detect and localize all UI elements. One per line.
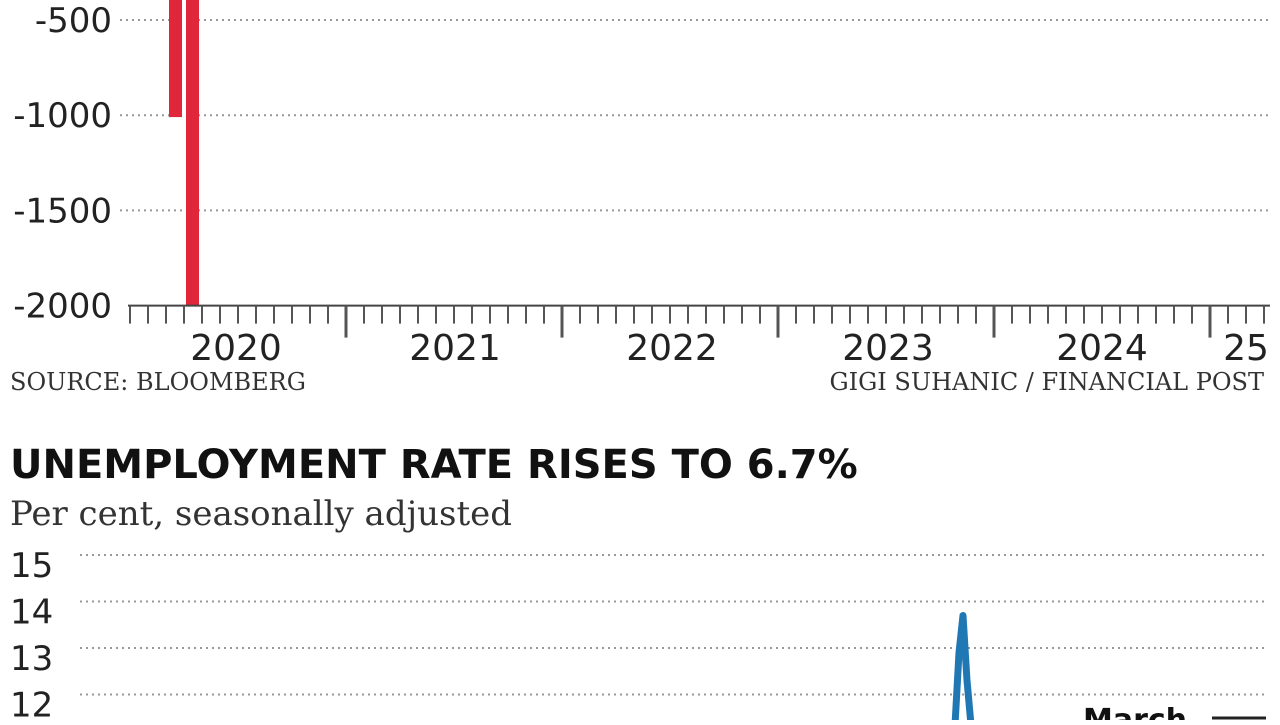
employment-bar	[186, 0, 199, 306]
top-x-tick-label: 25	[1223, 328, 1269, 369]
employment-bar	[169, 0, 182, 118]
top-y-tick-label: -1500	[13, 191, 112, 231]
bottom-y-tick-labels: 15 14 13 12	[10, 546, 53, 725]
top-y-tick-label: -500	[35, 1, 112, 41]
source-note: SOURCE: BLOOMBERG	[10, 368, 306, 396]
chart-subtitle: Per cent, seasonally adjusted	[10, 494, 512, 534]
bottom-y-tick-label: 14	[10, 593, 53, 633]
top-x-tick-label: 2021	[409, 328, 501, 369]
top-x-tick-label: 2024	[1056, 328, 1148, 369]
top-x-tick-labels: 2020 2021 2022 2023 2024 25	[190, 328, 1269, 369]
chart-title: UNEMPLOYMENT RATE RISES TO 6.7%	[10, 442, 858, 488]
unemployment-line	[951, 612, 975, 725]
bottom-y-tick-label: 13	[10, 639, 53, 679]
bottom-series	[951, 612, 975, 725]
annotation-label: March	[1083, 703, 1187, 720]
bottom-y-tick-label: 12	[10, 686, 53, 721]
top-y-tick-label: -1000	[13, 96, 112, 136]
top-gridlines	[120, 19, 1270, 212]
top-x-tick-label: 2020	[190, 328, 282, 369]
top-x-tick-label: 2022	[626, 328, 718, 369]
top-x-tick-label: 2023	[842, 328, 934, 369]
top-x-axis	[128, 304, 1270, 338]
bottom-y-tick-label: 15	[10, 546, 53, 586]
top-y-tick-labels: -500 -1000 -1500 -2000	[13, 1, 112, 327]
credit-note: GIGI SUHANIC / FINANCIAL POST	[829, 368, 1264, 396]
top-bars	[169, 0, 199, 306]
bottom-gridlines	[80, 554, 1266, 696]
top-y-tick-label: -2000	[13, 287, 112, 327]
